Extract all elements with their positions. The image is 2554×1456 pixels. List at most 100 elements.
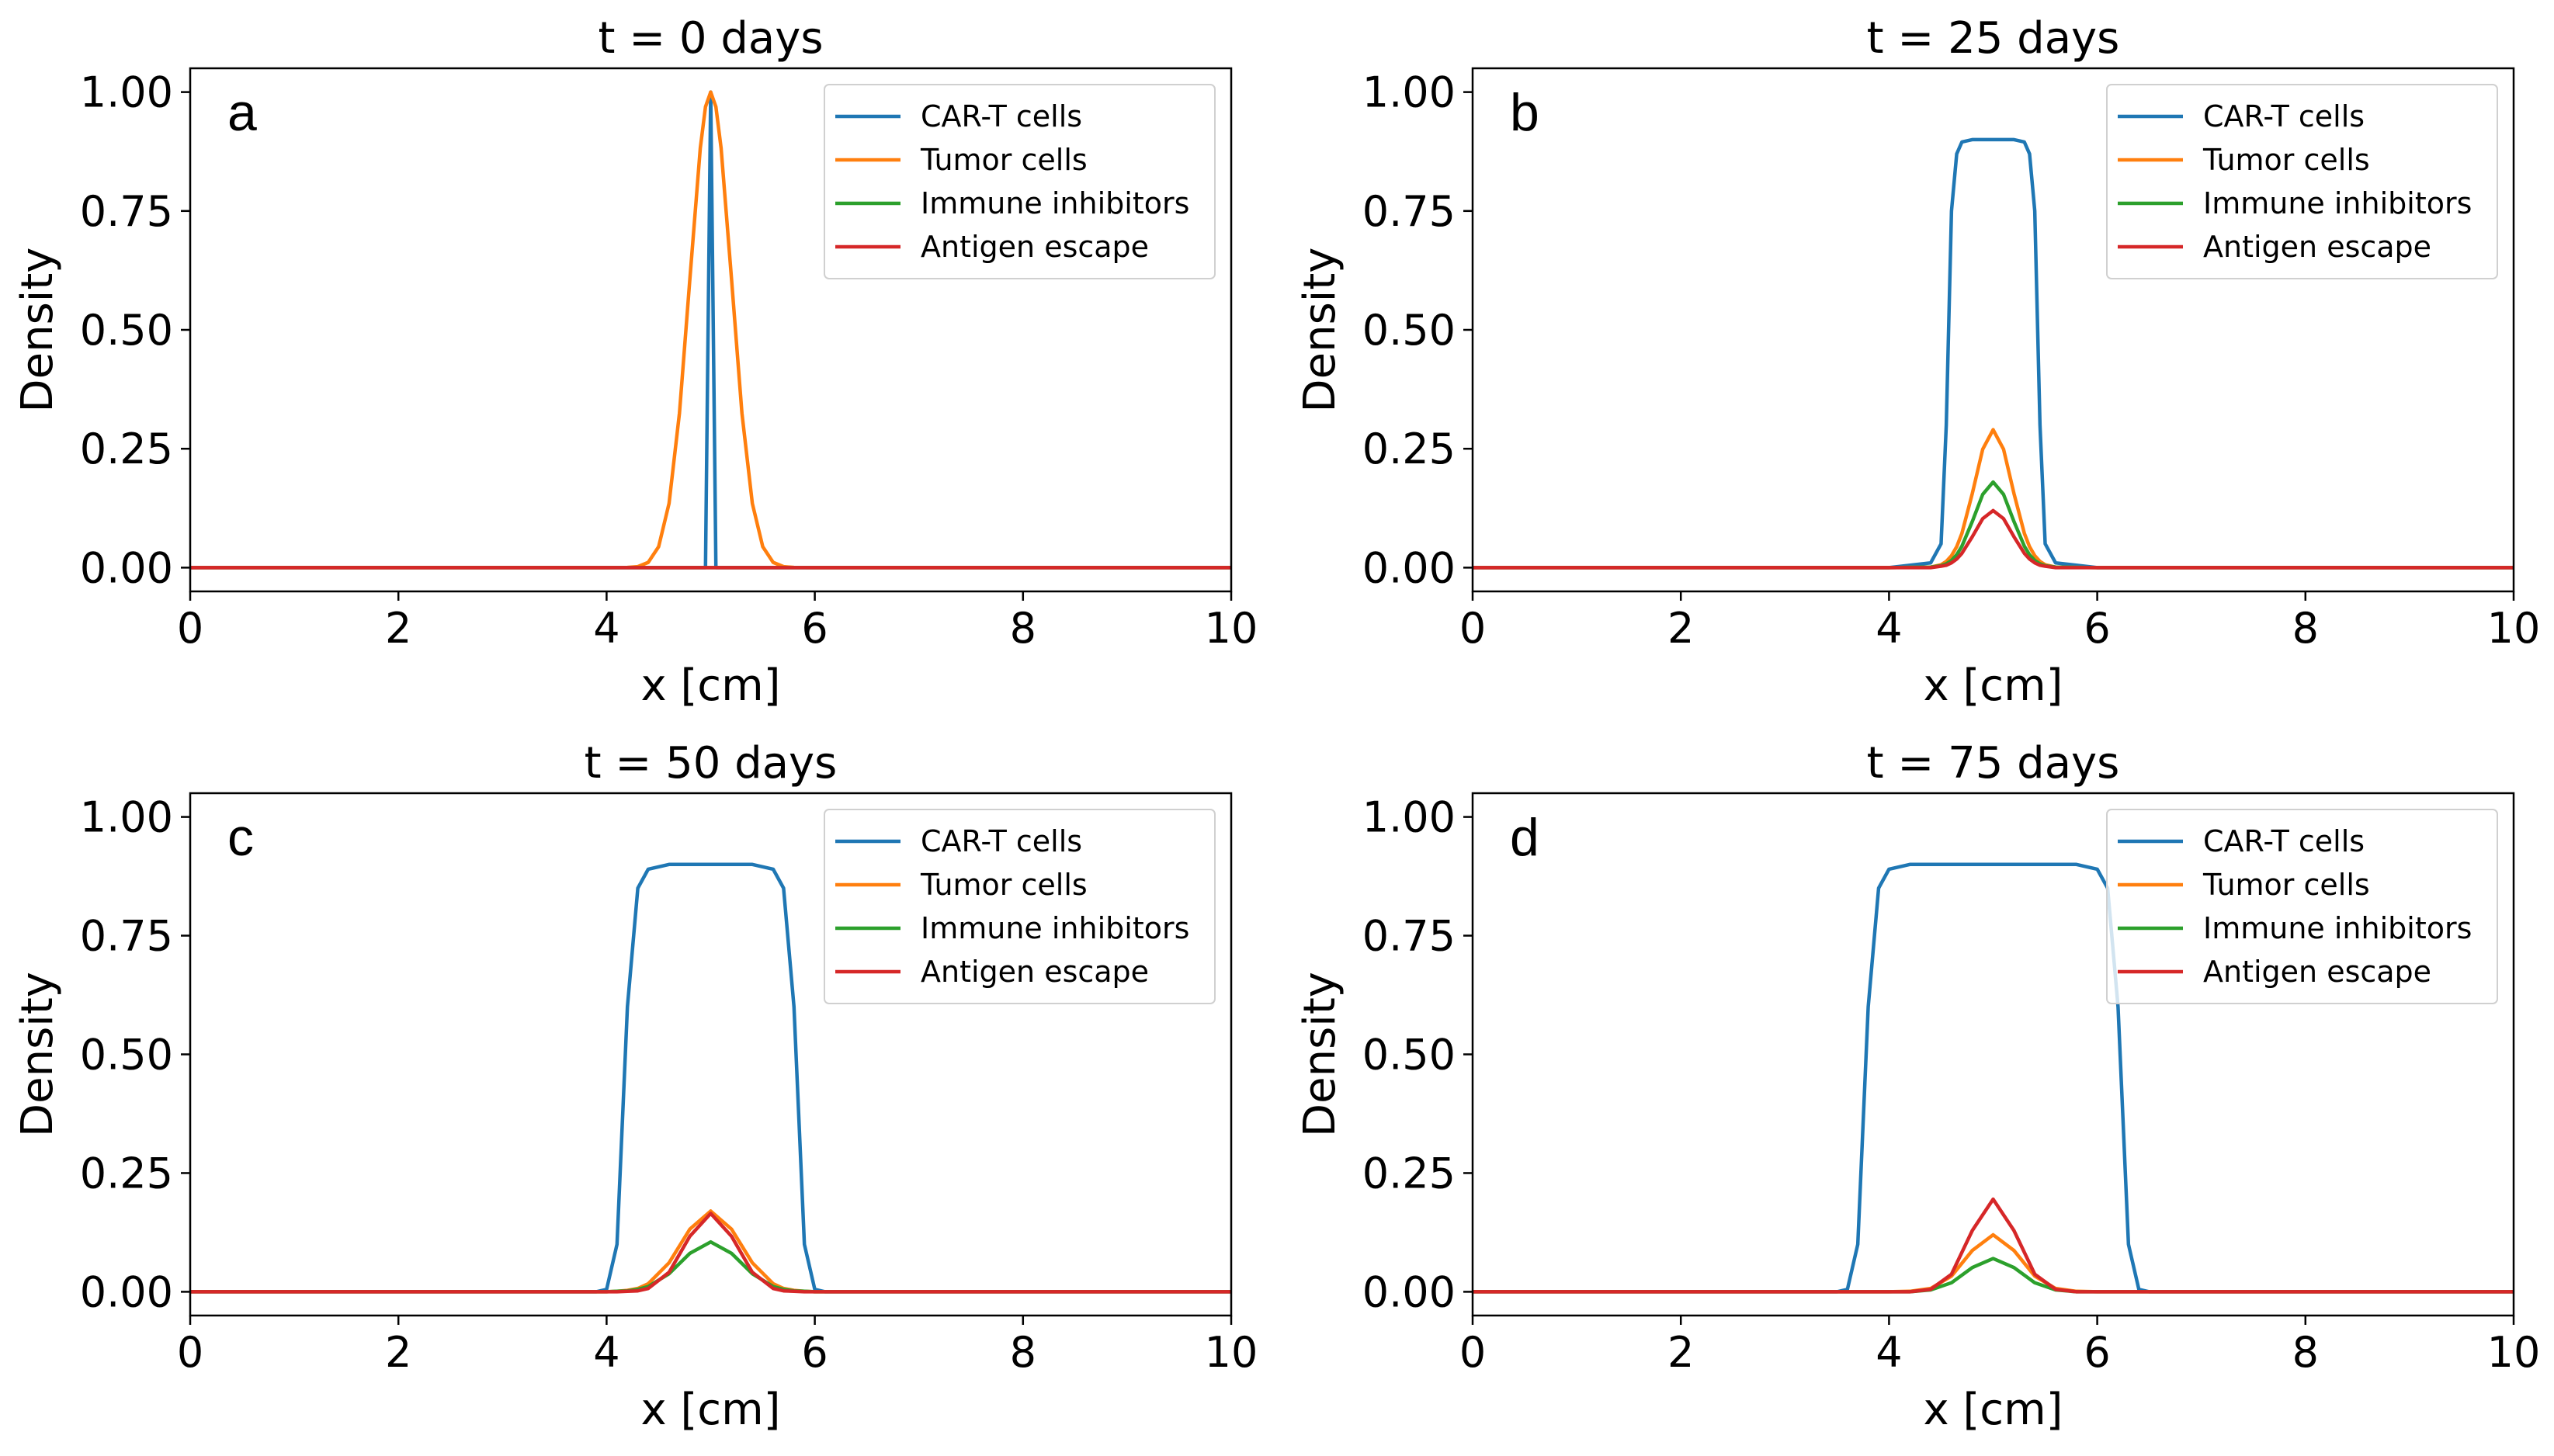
legend-label: Antigen escape: [2203, 230, 2431, 264]
legend-label: Tumor cells: [2202, 868, 2370, 902]
series-line: [190, 1212, 1231, 1294]
panel: 0 2 4 6 8 10 0.00 0.25 0.50 0.75 1.00 t = 0 days x […: [12, 13, 1258, 711]
x-tick-label: 0: [177, 604, 203, 653]
legend: CAR-T cells Tumor cells Immune inhibitors A…: [824, 809, 1216, 1004]
y-tick-label: 0.50: [1362, 1031, 1456, 1080]
y-tick-label: 0.75: [1362, 187, 1456, 236]
legend-label: Immune inhibitors: [2203, 911, 2472, 945]
chart-title: t = 75 days: [1867, 738, 2120, 789]
legend-label: Immune inhibitors: [921, 911, 1189, 945]
chart-title: t = 0 days: [598, 13, 823, 64]
y-tick-label: 0.25: [80, 1149, 173, 1198]
x-axis-label: x [cm]: [641, 660, 781, 711]
y-tick-label: 0.75: [80, 187, 173, 236]
legend-label: CAR-T cells: [921, 824, 1082, 858]
x-tick-label: 2: [385, 1328, 411, 1377]
legend-box: [2106, 84, 2498, 279]
y-tick-label: 0.25: [1362, 425, 1456, 473]
y-axis-label: Density: [1295, 248, 1345, 413]
legend-label: Immune inhibitors: [921, 186, 1189, 220]
x-tick-label: 2: [1667, 1328, 1694, 1377]
panel-label: b: [1510, 83, 1539, 142]
lines: [1473, 862, 2514, 1294]
y-tick-label: 0.75: [80, 912, 173, 961]
legend-label: CAR-T cells: [2203, 824, 2365, 858]
legend: CAR-T cells Tumor cells Immune inhibitors A…: [2106, 84, 2498, 279]
series-line: [1473, 1197, 2514, 1294]
x-tick-label: 2: [385, 604, 411, 653]
x-tick-label: 0: [177, 1328, 203, 1377]
x-axis-label: x [cm]: [641, 1385, 781, 1435]
y-axis-label: Density: [1295, 972, 1345, 1137]
x-tick-label: 4: [593, 604, 619, 653]
x-tick-label: 10: [1205, 1328, 1258, 1377]
series-line: [1473, 508, 2514, 570]
x-tick-label: 6: [2084, 604, 2110, 653]
lines: [190, 862, 1231, 1294]
x-tick-label: 2: [1667, 604, 1694, 653]
chart-title: t = 25 days: [1867, 13, 2120, 64]
x-axis-label: x [cm]: [1924, 1385, 2063, 1435]
legend-label: CAR-T cells: [921, 99, 1082, 133]
legend-label: Tumor cells: [920, 143, 1088, 177]
legend: CAR-T cells Tumor cells Immune inhibitors A…: [824, 84, 1216, 279]
x-tick-label: 10: [2487, 604, 2541, 653]
y-tick-label: 0.50: [1362, 306, 1456, 355]
x-tick-label: 10: [1205, 604, 1258, 653]
y-tick-label: 0.00: [80, 543, 173, 592]
lines: [1473, 137, 2514, 570]
x-tick-label: 6: [801, 1328, 828, 1377]
y-axis-label: Density: [12, 972, 63, 1137]
y-tick-label: 0.00: [1362, 543, 1456, 592]
panel-label: d: [1510, 808, 1539, 867]
series-line: [1473, 137, 2514, 570]
legend-label: Antigen escape: [921, 230, 1149, 264]
x-tick-label: 8: [1010, 1328, 1036, 1377]
y-tick-label: 0.00: [80, 1267, 173, 1316]
panel: 0 2 4 6 8 10 0.00 0.25 0.50 0.75 1.00 t = 75 days x …: [1295, 738, 2540, 1435]
legend-box: [824, 809, 1216, 1004]
panel-label: a: [227, 83, 257, 142]
legend: CAR-T cells Tumor cells Immune inhibitors A…: [2106, 809, 2498, 1004]
y-tick-label: 0.50: [80, 1031, 173, 1080]
x-tick-label: 8: [1010, 604, 1036, 653]
lines: [190, 90, 1231, 570]
x-tick-label: 0: [1459, 604, 1486, 653]
x-tick-label: 6: [801, 604, 828, 653]
legend-box: [2106, 809, 2498, 1004]
legend-label: CAR-T cells: [2203, 99, 2365, 133]
chart-title: t = 50 days: [585, 738, 838, 789]
x-tick-label: 4: [1876, 1328, 1902, 1377]
y-tick-label: 0.75: [1362, 912, 1456, 961]
y-tick-label: 0.25: [1362, 1149, 1456, 1198]
legend-box: [824, 84, 1216, 279]
legend-label: Antigen escape: [2203, 955, 2431, 989]
x-tick-label: 6: [2084, 1328, 2110, 1377]
y-tick-label: 0.00: [1362, 1267, 1456, 1316]
x-tick-label: 4: [593, 1328, 619, 1377]
y-tick-label: 1.00: [1362, 793, 1456, 842]
x-axis-label: x [cm]: [1924, 660, 2063, 711]
x-tick-label: 4: [1876, 604, 1902, 653]
series-line: [190, 862, 1231, 1294]
panel-label: c: [227, 808, 254, 867]
panel: 0 2 4 6 8 10 0.00 0.25 0.50 0.75 1.00 t = 25 days x …: [1295, 13, 2540, 711]
y-tick-label: 0.25: [80, 425, 173, 473]
legend-label: Tumor cells: [2202, 143, 2370, 177]
x-tick-label: 8: [2292, 1328, 2319, 1377]
x-tick-label: 10: [2487, 1328, 2541, 1377]
x-tick-label: 0: [1459, 1328, 1486, 1377]
y-tick-label: 1.00: [80, 68, 173, 117]
legend-label: Immune inhibitors: [2203, 186, 2472, 220]
y-tick-label: 0.50: [80, 306, 173, 355]
legend-label: Antigen escape: [921, 955, 1149, 989]
y-tick-label: 1.00: [80, 793, 173, 842]
legend-label: Tumor cells: [920, 868, 1088, 902]
panel: 0 2 4 6 8 10 0.00 0.25 0.50 0.75 1.00 t = 50 days x …: [12, 738, 1258, 1435]
x-tick-label: 8: [2292, 604, 2319, 653]
series-line: [1473, 862, 2514, 1294]
y-axis-label: Density: [12, 248, 63, 413]
y-tick-label: 1.00: [1362, 68, 1456, 117]
